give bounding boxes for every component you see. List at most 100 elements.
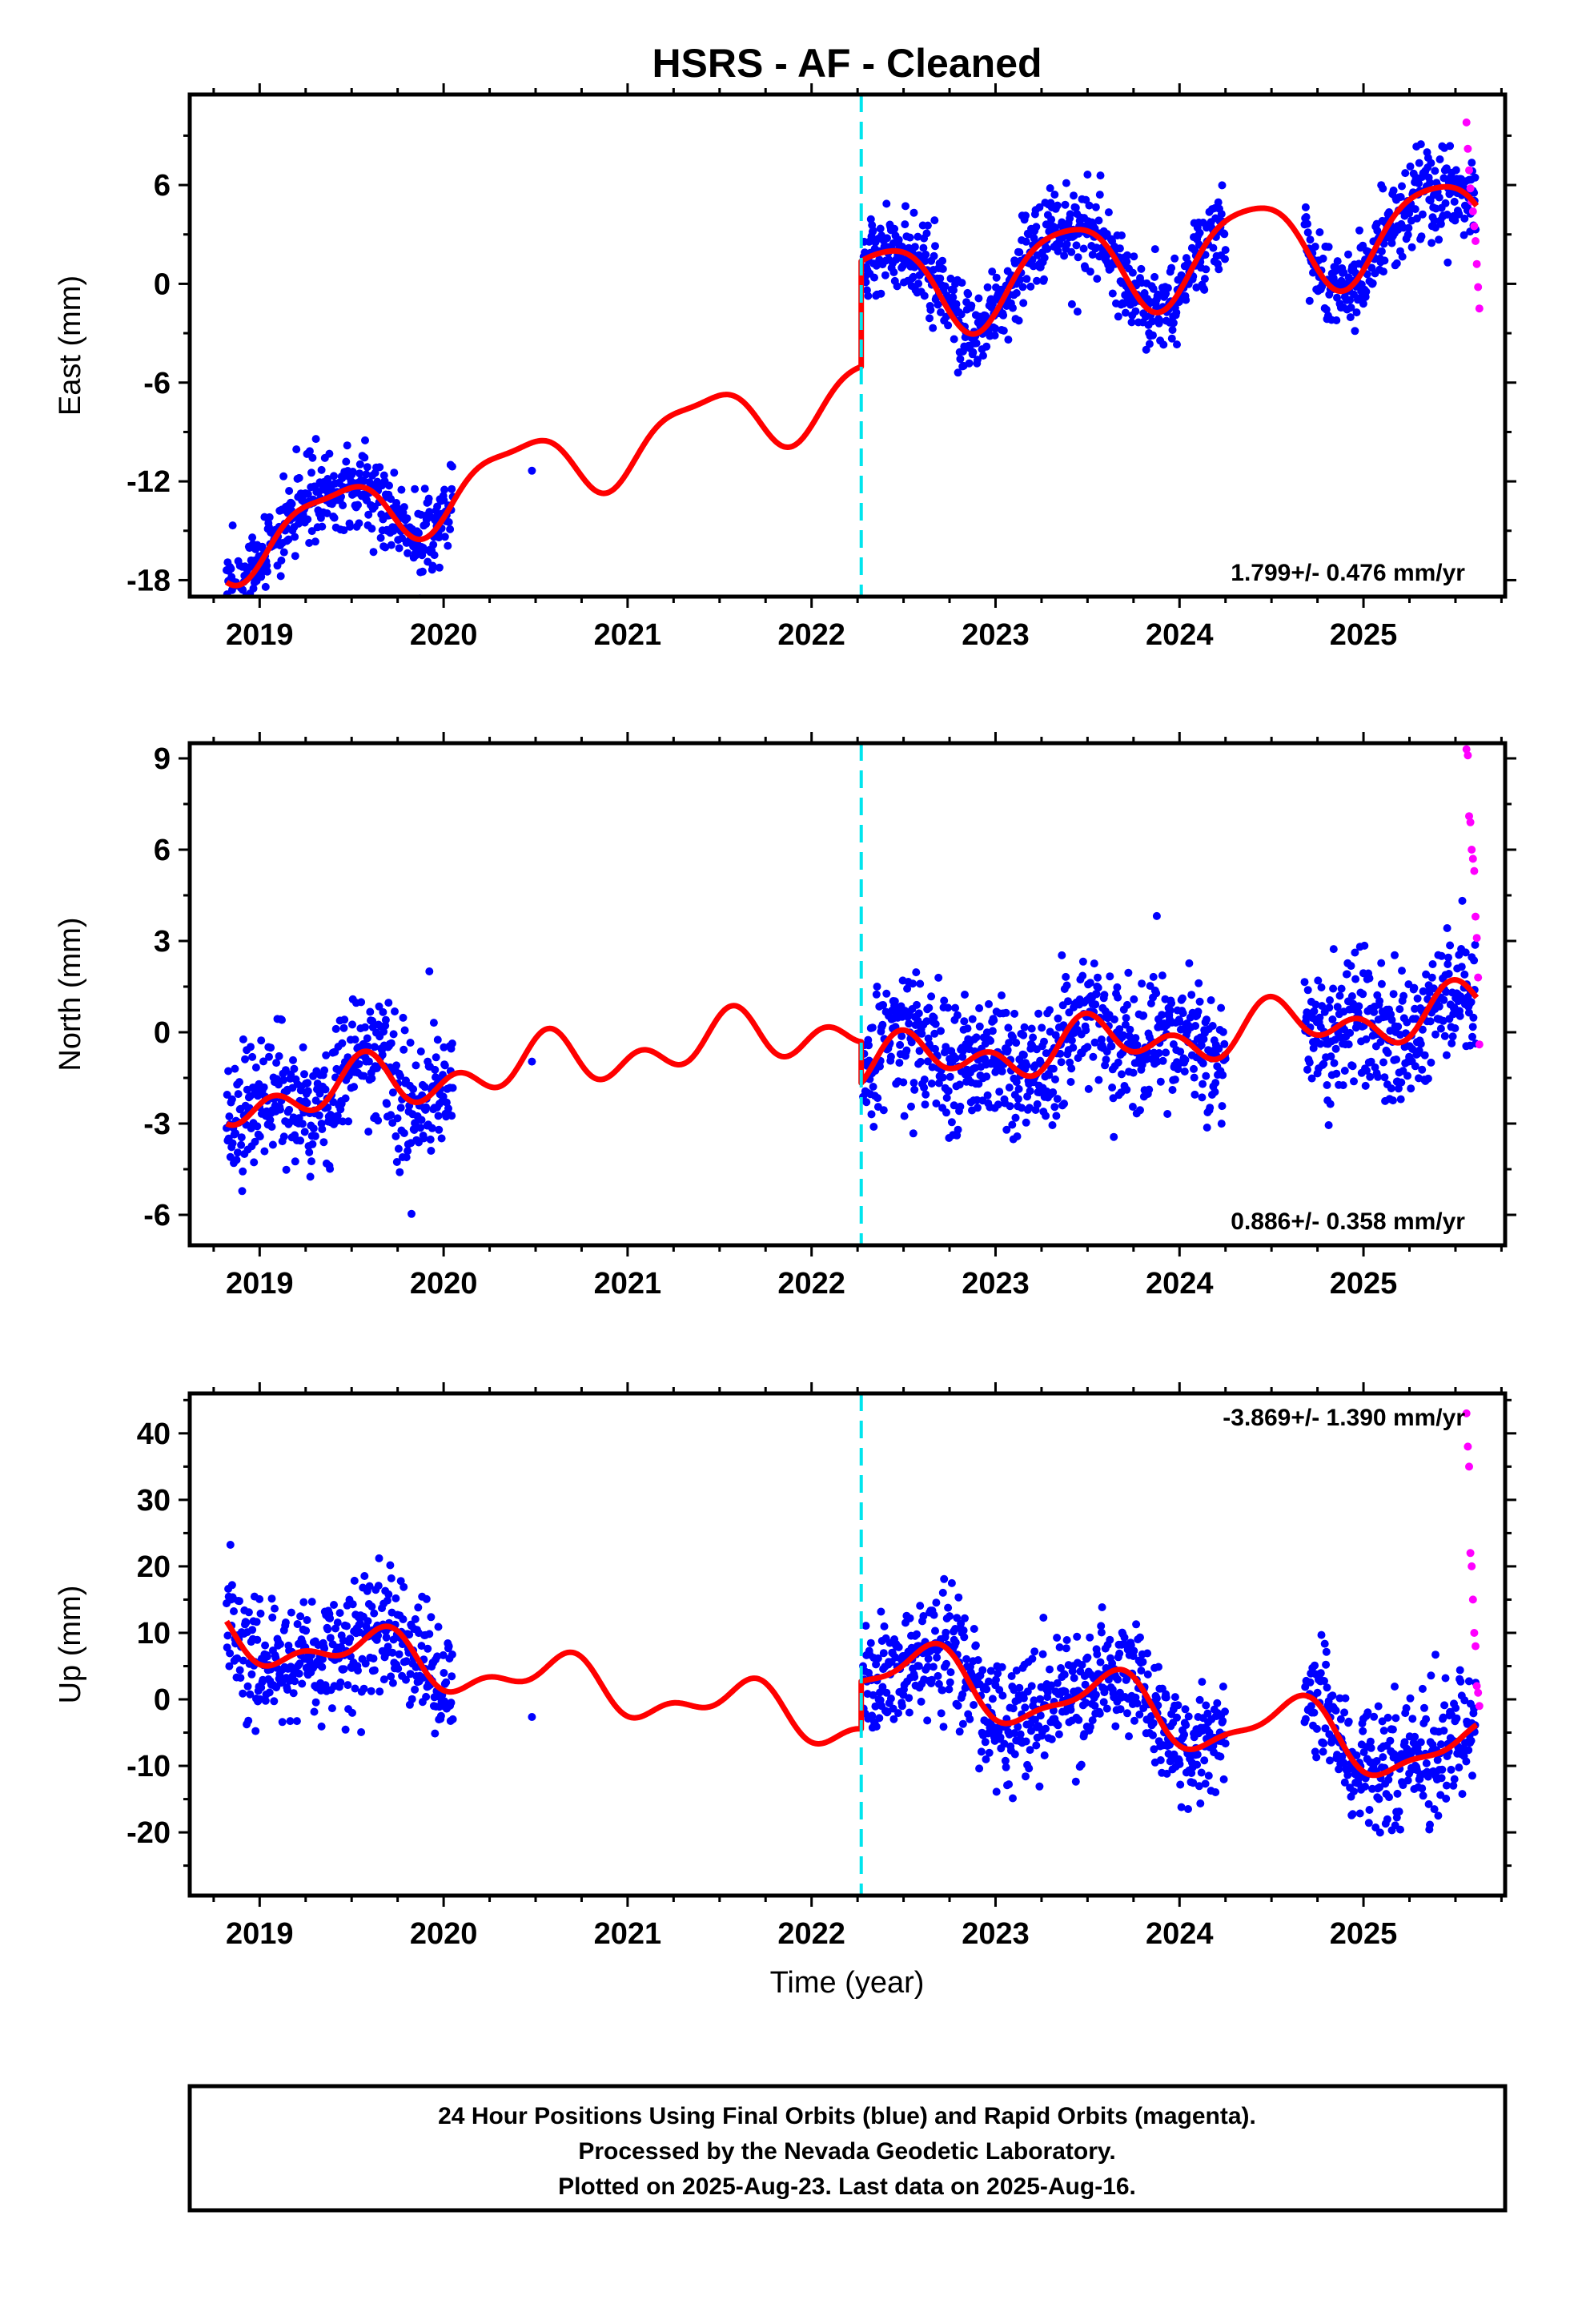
final-orbit-point xyxy=(923,1716,932,1725)
final-orbit-point xyxy=(261,1696,270,1705)
final-orbit-point xyxy=(1012,1667,1021,1675)
final-orbit-point xyxy=(994,1100,1002,1109)
x-tick-label: 2020 xyxy=(410,1267,478,1301)
final-orbit-point xyxy=(1377,247,1386,255)
final-orbit-point xyxy=(355,519,363,528)
final-orbit-point xyxy=(905,1019,913,1028)
final-orbit-point xyxy=(881,271,889,279)
final-orbit-point xyxy=(344,1117,353,1126)
final-orbit-point xyxy=(1019,299,1028,308)
final-orbit-point xyxy=(878,1020,887,1029)
final-orbit-point xyxy=(433,1652,442,1661)
final-orbit-point xyxy=(1219,1071,1227,1080)
final-orbit-point xyxy=(983,283,992,292)
final-orbit-point xyxy=(266,1116,275,1124)
final-orbit-point xyxy=(1318,1002,1327,1011)
final-orbit-point xyxy=(1009,304,1017,312)
final-orbit-point xyxy=(1156,1756,1165,1764)
final-orbit-point xyxy=(1315,228,1324,236)
final-orbit-point xyxy=(342,457,351,466)
final-orbit-point xyxy=(440,1697,449,1706)
final-orbit-point xyxy=(446,525,455,533)
final-orbit-point xyxy=(354,501,362,509)
final-orbit-point xyxy=(1456,1666,1464,1675)
final-orbit-point xyxy=(1064,997,1072,1006)
final-orbit-point xyxy=(1074,1715,1083,1724)
final-orbit-point xyxy=(878,1683,887,1691)
y-tick-label: -18 xyxy=(126,564,171,597)
final-orbit-point xyxy=(1131,1034,1140,1043)
final-orbit-point xyxy=(390,468,399,477)
final-orbit-point xyxy=(992,273,1001,282)
rapid-orbit-point xyxy=(1474,973,1483,982)
final-orbit-point xyxy=(428,561,437,570)
rapid-orbit-point xyxy=(1475,1702,1484,1711)
final-orbit-point xyxy=(1085,201,1094,210)
final-orbit-point xyxy=(298,1679,307,1688)
final-orbit-point xyxy=(442,1098,451,1107)
final-orbit-point xyxy=(981,1738,990,1747)
final-orbit-point xyxy=(374,1631,383,1640)
final-orbit-point xyxy=(954,368,962,377)
plot-frame xyxy=(187,741,1508,1248)
final-orbit-point xyxy=(448,1672,456,1681)
final-orbit-point xyxy=(909,272,917,281)
final-orbit-point xyxy=(357,1728,366,1736)
final-orbit-point xyxy=(346,522,355,531)
final-orbit-point xyxy=(941,282,950,291)
final-orbit-point xyxy=(1219,1683,1227,1691)
final-orbit-point xyxy=(325,449,334,458)
final-orbit-point xyxy=(1467,1736,1476,1745)
final-orbit-point xyxy=(1387,239,1396,247)
final-orbit-point xyxy=(1408,1045,1417,1053)
final-orbit-point xyxy=(934,300,942,309)
final-orbit-point xyxy=(974,1104,982,1112)
final-orbit-point xyxy=(1328,1015,1337,1023)
final-orbit-point xyxy=(1002,1008,1010,1017)
final-orbit-point xyxy=(400,1026,409,1035)
model-fit-line xyxy=(224,1619,1479,1779)
final-orbit-point xyxy=(1314,976,1323,985)
final-orbit-point xyxy=(926,314,934,323)
final-orbit-point xyxy=(1053,1679,1062,1687)
final-orbit-point xyxy=(1350,1787,1358,1795)
final-orbit-point xyxy=(1368,279,1377,287)
final-orbit-point xyxy=(397,485,406,494)
final-orbit-point xyxy=(1118,231,1126,239)
final-orbit-point xyxy=(1312,1753,1321,1762)
final-orbit-point xyxy=(1163,1110,1172,1118)
final-orbit-point xyxy=(944,1087,953,1096)
final-orbit-point xyxy=(1010,1009,1019,1018)
final-orbit-point xyxy=(1040,1751,1049,1759)
final-orbit-point xyxy=(923,1663,932,1671)
y-tick-label: 3 xyxy=(154,925,171,959)
final-orbit-point xyxy=(1123,251,1131,259)
final-orbit-point xyxy=(366,1007,375,1016)
final-orbit-point xyxy=(995,1088,1004,1096)
final-orbit-point xyxy=(1449,1010,1458,1019)
final-orbit-point xyxy=(1062,179,1070,187)
final-orbit-point xyxy=(944,1603,953,1612)
final-orbit-point xyxy=(1320,1639,1329,1648)
final-orbit-point xyxy=(914,1009,923,1018)
final-orbit-point xyxy=(982,1072,991,1081)
final-orbit-point xyxy=(257,1036,266,1045)
x-axis-title: Time (year) xyxy=(770,1966,925,2000)
final-orbit-point xyxy=(1128,1103,1137,1111)
final-orbit-point xyxy=(431,1729,440,1738)
final-orbit-point xyxy=(869,226,877,235)
final-orbit-point xyxy=(440,1061,449,1070)
final-orbit-point xyxy=(1066,1706,1075,1714)
final-orbit-point xyxy=(988,1695,997,1703)
final-orbit-point xyxy=(1124,968,1133,977)
final-orbit-point xyxy=(972,339,981,348)
final-orbit-point xyxy=(899,1078,908,1087)
final-orbit-point xyxy=(402,1675,410,1684)
final-orbit-point xyxy=(1110,1132,1118,1141)
final-orbit-point xyxy=(1114,1058,1122,1067)
x-tick-label: 2025 xyxy=(1330,618,1398,652)
final-orbit-point xyxy=(1009,1704,1018,1713)
final-orbit-point xyxy=(258,542,267,551)
rapid-orbit-point xyxy=(1470,866,1479,875)
final-orbit-point xyxy=(958,1719,967,1728)
